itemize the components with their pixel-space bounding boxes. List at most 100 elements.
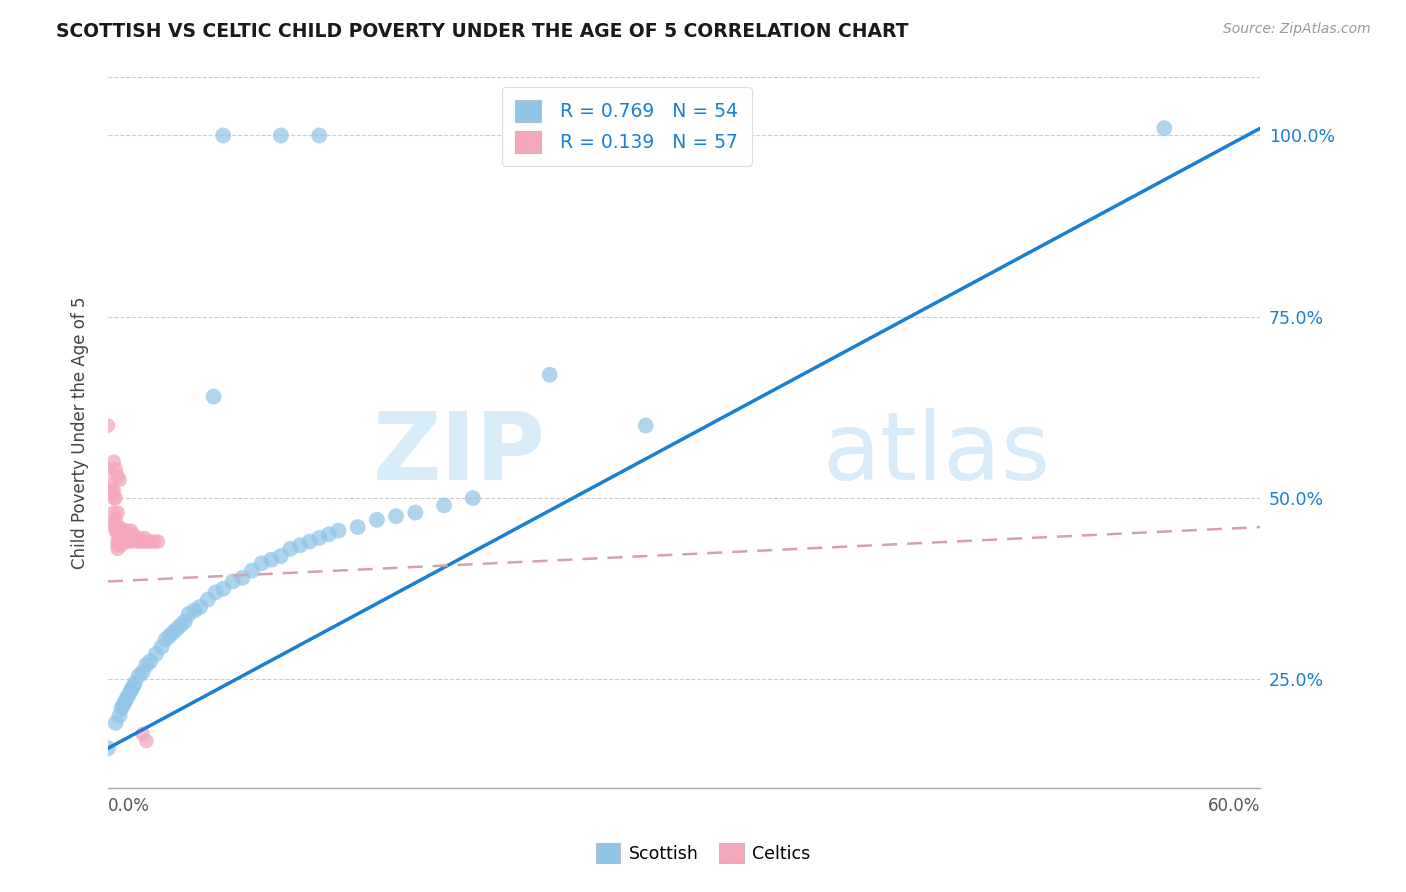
- Point: [131, 665, 153, 679]
- Point: [110, 538, 132, 552]
- Point: [134, 531, 156, 545]
- Point: [104, 520, 127, 534]
- Point: [125, 534, 148, 549]
- Point: [385, 509, 408, 524]
- Point: [128, 531, 150, 545]
- Point: [104, 491, 127, 505]
- Point: [188, 599, 211, 614]
- Point: [155, 632, 177, 647]
- Point: [146, 534, 169, 549]
- Point: [197, 592, 219, 607]
- Text: SCOTTISH VS CELTIC CHILD POVERTY UNDER THE AGE OF 5 CORRELATION CHART: SCOTTISH VS CELTIC CHILD POVERTY UNDER T…: [56, 22, 908, 41]
- Text: atlas: atlas: [823, 409, 1050, 500]
- Point: [404, 506, 426, 520]
- Point: [108, 473, 131, 487]
- Point: [328, 524, 350, 538]
- Point: [308, 531, 330, 545]
- Point: [114, 524, 136, 538]
- Point: [103, 491, 125, 505]
- Point: [131, 727, 153, 741]
- Point: [118, 531, 141, 545]
- Point: [103, 506, 125, 520]
- Point: [308, 128, 330, 143]
- Point: [108, 524, 131, 538]
- Point: [107, 524, 129, 538]
- Text: 60.0%: 60.0%: [1208, 797, 1260, 815]
- Point: [170, 618, 193, 632]
- Point: [115, 690, 138, 705]
- Point: [110, 524, 132, 538]
- Point: [150, 640, 173, 654]
- Point: [107, 506, 129, 520]
- Point: [104, 462, 127, 476]
- Point: [212, 582, 235, 596]
- Point: [107, 534, 129, 549]
- Point: [129, 534, 152, 549]
- Point: [366, 513, 388, 527]
- Text: ZIP: ZIP: [373, 409, 546, 500]
- Point: [204, 585, 226, 599]
- Legend: Scottish, Celtics: Scottish, Celtics: [589, 836, 817, 870]
- Point: [162, 625, 184, 640]
- Point: [159, 629, 181, 643]
- Point: [280, 541, 302, 556]
- Point: [101, 476, 124, 491]
- Point: [131, 534, 153, 549]
- Point: [112, 534, 135, 549]
- Point: [115, 527, 138, 541]
- Point: [108, 708, 131, 723]
- Point: [118, 687, 141, 701]
- Point: [107, 520, 129, 534]
- Point: [104, 715, 127, 730]
- Point: [108, 534, 131, 549]
- Point: [166, 622, 188, 636]
- Point: [346, 520, 368, 534]
- Point: [104, 524, 127, 538]
- Point: [114, 531, 136, 545]
- Point: [139, 534, 162, 549]
- Point: [1153, 121, 1175, 136]
- Point: [122, 680, 145, 694]
- Point: [108, 520, 131, 534]
- Point: [112, 524, 135, 538]
- Point: [135, 534, 157, 549]
- Point: [183, 603, 205, 617]
- Point: [177, 607, 200, 621]
- Point: [538, 368, 561, 382]
- Point: [240, 564, 263, 578]
- Point: [145, 647, 167, 661]
- Point: [288, 538, 311, 552]
- Point: [318, 527, 340, 541]
- Text: 0.0%: 0.0%: [108, 797, 150, 815]
- Point: [107, 538, 129, 552]
- Point: [112, 527, 135, 541]
- Point: [222, 574, 245, 589]
- Point: [212, 128, 235, 143]
- Point: [120, 534, 142, 549]
- Point: [103, 455, 125, 469]
- Point: [103, 483, 125, 498]
- Point: [120, 524, 142, 538]
- Point: [101, 483, 124, 498]
- Point: [139, 654, 162, 668]
- Point: [114, 534, 136, 549]
- Point: [112, 698, 135, 712]
- Point: [270, 128, 292, 143]
- Point: [104, 513, 127, 527]
- Point: [135, 657, 157, 672]
- Point: [97, 418, 120, 433]
- Point: [128, 669, 150, 683]
- Point: [122, 527, 145, 541]
- Point: [114, 694, 136, 708]
- Point: [250, 557, 273, 571]
- Point: [461, 491, 484, 505]
- Point: [107, 527, 129, 541]
- Legend:   R = 0.769   N = 54,   R = 0.139   N = 57: R = 0.769 N = 54, R = 0.139 N = 57: [502, 87, 752, 166]
- Point: [103, 516, 125, 531]
- Point: [97, 462, 120, 476]
- Point: [260, 552, 283, 566]
- Point: [120, 683, 142, 698]
- Point: [298, 534, 321, 549]
- Text: Source: ZipAtlas.com: Source: ZipAtlas.com: [1223, 22, 1371, 37]
- Point: [231, 571, 253, 585]
